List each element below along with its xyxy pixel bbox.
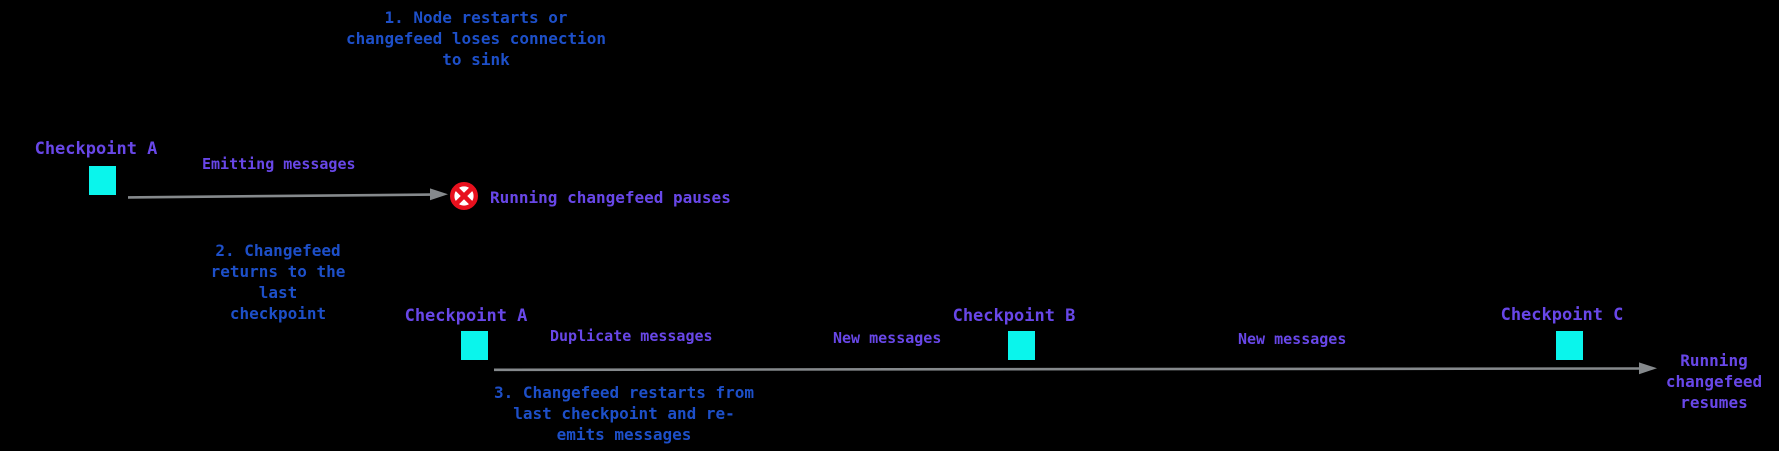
checkpoint-a-marker-timeline2 xyxy=(461,331,488,360)
checkpoint-c-label: Checkpoint C xyxy=(1500,305,1624,325)
running-changefeed-pauses-label: Running changefeed pauses xyxy=(490,188,731,207)
note-restarts-from-checkpoint: 3. Changefeed restarts from last checkpo… xyxy=(493,383,755,444)
timeline1-arrow-line xyxy=(127,193,432,199)
checkpoint-b-label: Checkpoint B xyxy=(952,306,1076,326)
note-returns-to-checkpoint: 2. Changefeed returns to the last checkp… xyxy=(210,241,346,323)
error-crossed-circle-icon xyxy=(449,181,479,211)
checkpoint-a-label-timeline2: Checkpoint A xyxy=(404,306,528,326)
note-node-restarts: 1. Node restarts or changefeed loses con… xyxy=(345,8,607,69)
error-x-stroke-2 xyxy=(453,185,475,207)
timeline2-arrow-line xyxy=(493,367,1641,372)
new-messages-label-2: New messages xyxy=(1238,330,1347,348)
checkpoint-a-marker-timeline1 xyxy=(89,166,116,195)
timeline1-arrowhead-icon xyxy=(430,188,448,201)
new-messages-label-1: New messages xyxy=(833,329,942,347)
timeline1-arrow xyxy=(127,188,448,201)
emitting-messages-label: Emitting messages xyxy=(202,155,356,173)
timeline2-arrow xyxy=(493,362,1657,375)
checkpoint-a-label-timeline1: Checkpoint A xyxy=(34,139,158,159)
timeline2-arrowhead-icon xyxy=(1639,362,1657,375)
checkpoint-c-marker xyxy=(1556,331,1583,360)
duplicate-messages-label: Duplicate messages xyxy=(550,327,713,345)
running-changefeed-resumes-label: Running changefeed resumes xyxy=(1665,351,1763,412)
checkpoint-b-marker xyxy=(1008,331,1035,360)
